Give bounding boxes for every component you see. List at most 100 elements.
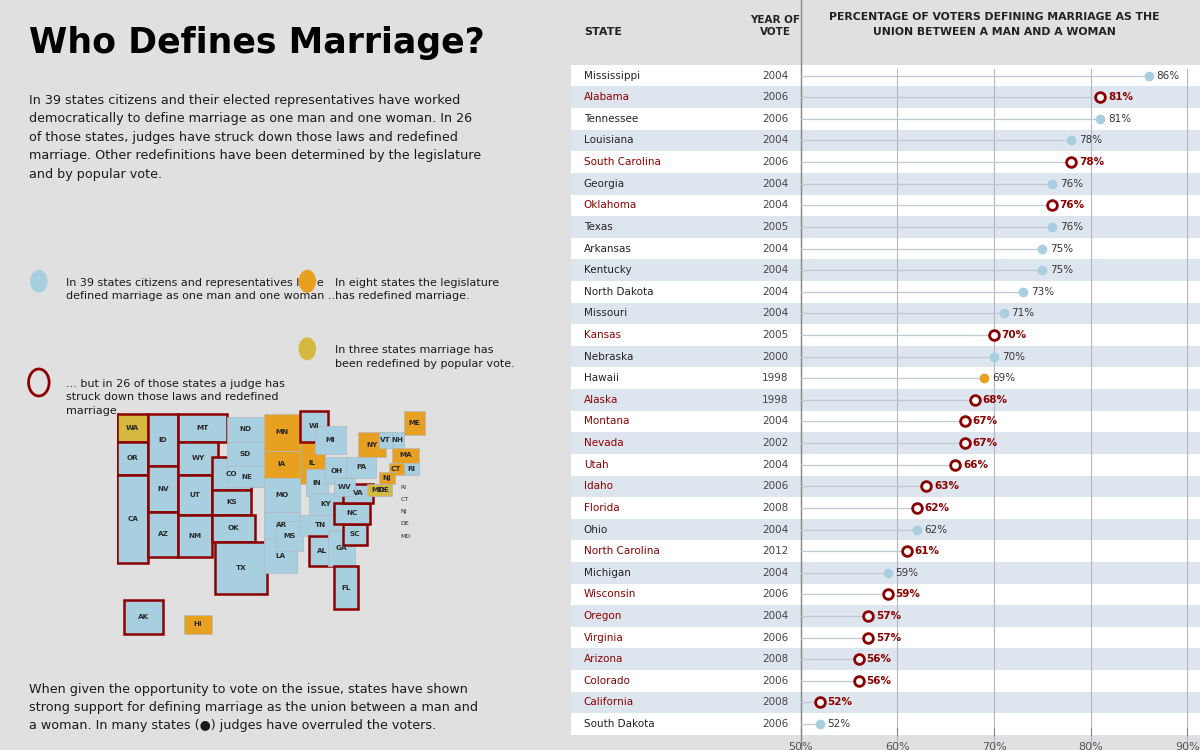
Text: WV: WV <box>337 484 352 490</box>
Bar <box>571 411 1200 432</box>
Text: 66%: 66% <box>962 460 988 470</box>
Text: MT: MT <box>197 424 209 430</box>
Bar <box>264 451 300 478</box>
Text: 75%: 75% <box>1050 244 1073 254</box>
Text: 57%: 57% <box>876 632 901 643</box>
Text: North Dakota: North Dakota <box>583 286 653 297</box>
Text: Wisconsin: Wisconsin <box>583 590 636 599</box>
Bar <box>571 152 1200 173</box>
Text: MD: MD <box>371 488 384 494</box>
Text: 2002: 2002 <box>762 438 788 448</box>
Bar <box>227 417 264 442</box>
Bar <box>571 260 1200 281</box>
Circle shape <box>299 338 316 360</box>
Text: 63%: 63% <box>934 482 959 491</box>
Text: AR: AR <box>276 522 288 528</box>
Text: 59%: 59% <box>895 590 920 599</box>
Text: UT: UT <box>190 492 200 498</box>
Text: IN: IN <box>313 480 322 486</box>
Text: 2004: 2004 <box>762 136 788 146</box>
Text: AL: AL <box>317 548 326 554</box>
Text: In 39 states citizens and representatives have
defined marriage as one man and o: In 39 states citizens and representative… <box>66 278 340 301</box>
Bar <box>316 426 346 454</box>
Bar <box>179 414 227 442</box>
Bar <box>367 484 389 496</box>
Bar <box>179 514 212 557</box>
Text: 2006: 2006 <box>762 632 788 643</box>
Text: KS: KS <box>227 500 238 506</box>
Text: Florida: Florida <box>583 503 619 513</box>
Text: Utah: Utah <box>583 460 608 470</box>
Bar <box>571 519 1200 540</box>
Bar <box>377 484 391 496</box>
Bar <box>571 454 1200 476</box>
Text: South Carolina: South Carolina <box>583 157 661 167</box>
Text: UNION BETWEEN A MAN AND A WOMAN: UNION BETWEEN A MAN AND A WOMAN <box>872 27 1116 37</box>
Text: 61%: 61% <box>914 546 940 556</box>
Text: 2006: 2006 <box>762 482 788 491</box>
Text: CT: CT <box>391 466 402 472</box>
Text: ID: ID <box>158 437 168 443</box>
Text: 2004: 2004 <box>762 244 788 254</box>
Bar <box>571 540 1200 562</box>
Bar <box>571 346 1200 368</box>
Text: 2004: 2004 <box>762 308 788 319</box>
Text: 73%: 73% <box>1031 286 1054 297</box>
Text: FL: FL <box>341 585 350 591</box>
Text: 76%: 76% <box>1060 200 1085 210</box>
Bar <box>571 281 1200 302</box>
Text: 70%: 70% <box>1002 330 1027 340</box>
Text: 2006: 2006 <box>762 590 788 599</box>
Bar <box>571 584 1200 605</box>
Text: SD: SD <box>240 451 251 457</box>
Text: MO: MO <box>275 492 288 498</box>
Text: 2012: 2012 <box>762 546 788 556</box>
Text: Tennessee: Tennessee <box>583 114 638 124</box>
Text: Nebraska: Nebraska <box>583 352 634 362</box>
Text: NM: NM <box>188 533 202 539</box>
Text: Missouri: Missouri <box>583 308 628 319</box>
Bar <box>358 433 385 457</box>
Text: Louisiana: Louisiana <box>583 136 634 146</box>
Text: 2004: 2004 <box>762 286 788 297</box>
Bar <box>325 457 349 484</box>
Text: 2004: 2004 <box>762 266 788 275</box>
Bar <box>300 442 325 485</box>
Text: South Dakota: South Dakota <box>583 719 654 729</box>
Text: AZ: AZ <box>157 532 169 538</box>
Text: NJ: NJ <box>383 476 391 482</box>
Bar <box>404 411 425 436</box>
Text: 2004: 2004 <box>762 460 788 470</box>
Bar <box>571 497 1200 519</box>
Bar <box>300 514 340 536</box>
Bar <box>264 512 300 539</box>
Text: Kentucky: Kentucky <box>583 266 631 275</box>
Bar <box>571 173 1200 194</box>
Text: Montana: Montana <box>583 416 629 427</box>
Text: 50%: 50% <box>788 742 814 750</box>
Text: MN: MN <box>275 430 288 436</box>
Bar <box>300 411 328 442</box>
Text: 70%: 70% <box>1002 352 1025 362</box>
Text: PA: PA <box>356 464 366 470</box>
Text: 2006: 2006 <box>762 157 788 167</box>
Bar <box>571 692 1200 713</box>
Bar <box>571 238 1200 260</box>
Text: CO: CO <box>226 470 238 476</box>
Text: IA: IA <box>278 461 286 467</box>
Text: Oregon: Oregon <box>583 611 622 621</box>
Bar <box>227 466 266 488</box>
Bar <box>571 324 1200 346</box>
Bar <box>118 414 148 442</box>
Text: California: California <box>583 698 634 707</box>
Bar <box>571 649 1200 670</box>
Text: 2005: 2005 <box>762 222 788 232</box>
Text: GA: GA <box>336 545 347 551</box>
Text: 71%: 71% <box>1012 308 1034 319</box>
Bar <box>379 433 391 448</box>
Text: RI: RI <box>401 484 407 490</box>
Bar <box>571 432 1200 454</box>
Bar <box>306 469 328 496</box>
Bar <box>179 475 212 514</box>
Bar <box>571 302 1200 324</box>
